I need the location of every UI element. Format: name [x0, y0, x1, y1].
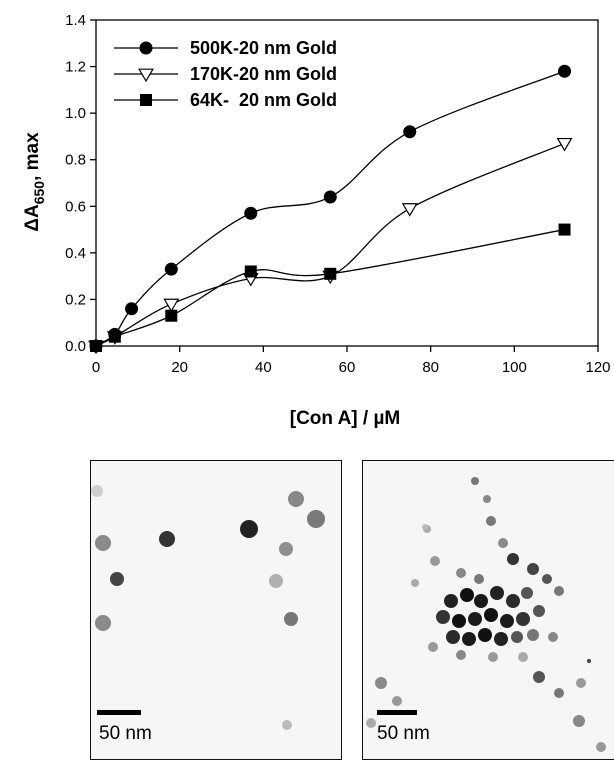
y-axis-title-tail: , max [22, 132, 43, 181]
legend-label-2: 64K- 20 nm Gold [190, 90, 337, 110]
series-0-point-5 [323, 190, 337, 204]
micrograph-aggregated-particles [366, 477, 606, 752]
legend-marker-0 [139, 41, 153, 55]
y-tick-label-0: 0.0 [65, 338, 86, 355]
series-2-point-1 [108, 330, 121, 343]
x-tick-label-2: 40 [255, 359, 272, 376]
x-tick-label-5: 100 [502, 359, 527, 376]
legend-label-1: 170K-20 nm Gold [190, 64, 337, 84]
plot-frame [95, 19, 599, 347]
scale-bar-left [97, 710, 141, 715]
y-tick-label-5: 1.0 [65, 105, 86, 122]
series-2-point-0 [90, 340, 102, 352]
series-0-point-4 [244, 206, 258, 220]
legend-label-0: 500K-20 nm Gold [190, 38, 337, 58]
y-axis-title-main: ΔA [22, 204, 43, 232]
series-1-point-5 [401, 203, 418, 217]
y-tick-label-7: 1.4 [65, 12, 86, 29]
y-tick-label-3: 0.6 [65, 198, 86, 215]
legend-marker-2 [140, 94, 152, 106]
series-0-point-7 [558, 64, 572, 78]
series-2-point-2 [165, 309, 178, 322]
y-tick-label-2: 0.4 [65, 245, 86, 262]
micrograph-aggregated: 50 nm [362, 460, 614, 760]
series-0-point-2 [125, 302, 139, 316]
x-axis-title: [Con A] / µM [290, 408, 401, 429]
series-1-point-2 [163, 298, 180, 313]
scale-bar-right [377, 710, 417, 715]
y-tick-label-4: 0.8 [65, 152, 86, 169]
y-axis-title-subscript: 650 [31, 181, 47, 205]
plot-area: 0 20 40 60 80 100 120 0.0 0.2 0.4 0.6 0.8 1.0 1.2 1.4 5… [65, 12, 610, 376]
x-tick-label-1: 20 [171, 359, 188, 376]
y-axis-title: ΔA650, max [22, 132, 47, 232]
scale-bar-label-left: 50 nm [99, 723, 152, 744]
series-0-point-6 [403, 125, 417, 139]
x-tick-label-3: 60 [339, 359, 356, 376]
x-tick-label-0: 0 [92, 359, 100, 376]
y-tick-label-1: 0.2 [65, 291, 86, 308]
line-chart: 0 20 40 60 80 100 120 0.0 0.2 0.4 0.6 0.8 1.0 1.2 1.4 5… [22, 12, 611, 429]
series-2-point-5 [558, 223, 571, 236]
y-tick-label-6: 1.2 [65, 59, 86, 76]
micrograph-dispersed-particles [91, 485, 325, 730]
series-0-point-3 [164, 262, 178, 276]
series-line-0 [95, 70, 565, 347]
series-1-point-6 [556, 137, 573, 152]
x-tick-label-4: 80 [422, 359, 439, 376]
micrograph-dispersed: 50 nm [90, 460, 342, 760]
series-line-2 [95, 228, 565, 347]
scale-bar-label-right: 50 nm [377, 723, 430, 744]
x-tick-label-6: 120 [585, 359, 610, 376]
series-2-point-4 [324, 267, 337, 280]
series-2-point-3 [244, 265, 257, 278]
legend-marker-1 [138, 68, 154, 83]
